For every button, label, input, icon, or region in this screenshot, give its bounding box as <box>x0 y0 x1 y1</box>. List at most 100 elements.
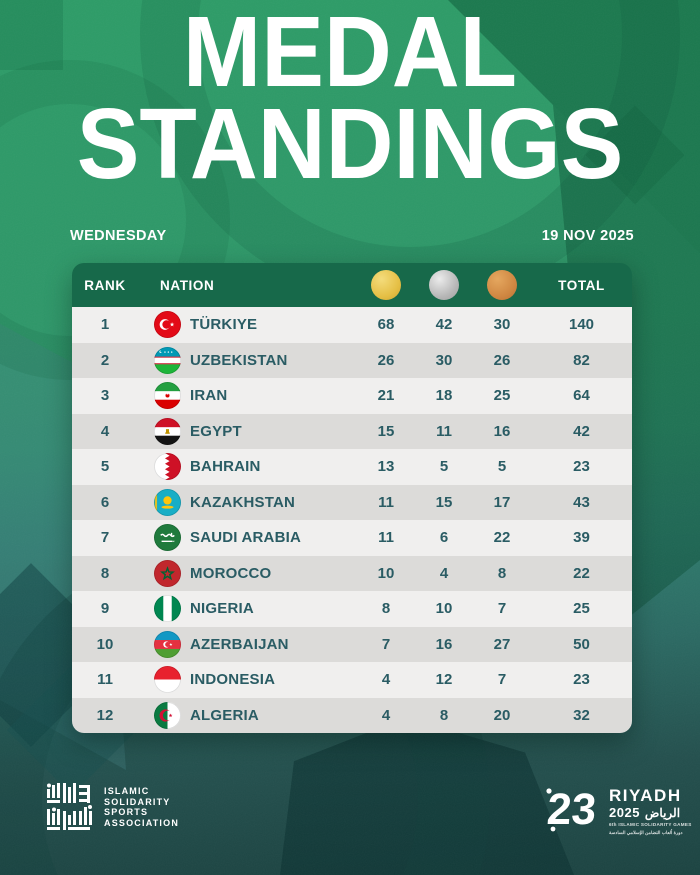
gold-medal-icon <box>371 270 401 300</box>
issa-line: SPORTS <box>104 807 149 817</box>
table-row: 11 INDONESIA 4 12 7 23 <box>72 662 632 698</box>
issa-calligraphy-logo <box>47 783 92 830</box>
silver-count: 16 <box>435 635 453 653</box>
table-row: 6 KAZAKHSTAN 11 15 17 43 <box>72 484 632 520</box>
gold-count: 21 <box>377 387 395 405</box>
bronze-count: 5 <box>497 458 507 476</box>
total-column-header: TOTAL <box>558 277 605 293</box>
rank-cell: 6 <box>100 493 110 511</box>
total-count: 23 <box>573 458 590 476</box>
rank-cell: 5 <box>100 458 110 476</box>
silver-count: 10 <box>435 600 453 618</box>
total-count: 140 <box>568 316 595 334</box>
silver-count: 11 <box>436 422 452 440</box>
gold-count: 13 <box>377 458 395 476</box>
table-row: 5 BAHRAIN 13 5 5 23 <box>72 449 632 485</box>
silver-count: 30 <box>435 351 453 369</box>
gold-count: 10 <box>377 564 395 582</box>
gold-count: 7 <box>381 635 391 653</box>
date-row: WEDNESDAY 19 NOV 2025 <box>70 228 634 244</box>
nation-cell: UZBEKISTAN <box>138 346 357 374</box>
games-caption-arabic: دورة ألعاب التضامن الإسلامي السادسة <box>609 829 683 835</box>
total-count: 25 <box>573 600 590 618</box>
issa-line: ISLAMIC <box>104 786 150 796</box>
total-count: 64 <box>573 387 590 405</box>
bronze-count: 30 <box>493 316 511 334</box>
table-row: 4 EGYPT 15 11 16 42 <box>72 413 632 449</box>
rank-column-header: RANK <box>84 277 126 293</box>
nation-cell: AZERBAIJAN <box>138 630 357 658</box>
nation-name: INDONESIA <box>190 671 276 689</box>
gold-count: 8 <box>381 600 391 618</box>
flag-kaz-icon <box>154 488 181 516</box>
nation-cell: BAHRAIN <box>138 453 357 481</box>
nation-name: BAHRAIN <box>190 458 261 476</box>
svg-text:23: 23 <box>545 785 597 833</box>
gold-count: 4 <box>381 671 391 689</box>
nation-cell: TÜRKIYE <box>138 311 357 339</box>
bronze-count: 7 <box>497 600 507 618</box>
rank-cell: 12 <box>96 706 114 724</box>
nation-name: KAZAKHSTAN <box>190 493 296 511</box>
bronze-count: 25 <box>493 387 511 405</box>
bronze-count: 8 <box>497 564 507 582</box>
flag-bhr-icon <box>154 453 181 481</box>
issa-line: ASSOCIATION <box>104 817 180 828</box>
flag-nga-icon <box>154 595 181 623</box>
page-title: MEDAL STANDINGS <box>0 2 700 200</box>
rank-cell: 2 <box>100 351 110 369</box>
flag-ksa-icon <box>154 524 181 552</box>
games-caption: 6th ISLAMIC SOLIDARITY GAMES <box>609 822 692 827</box>
table-row: 3 IRAN 21 18 25 64 <box>72 378 632 414</box>
silver-count: 18 <box>435 387 453 405</box>
nation-name: MOROCCO <box>190 564 272 582</box>
table-header: RANK NATION TOTAL <box>72 263 632 307</box>
flag-dza-icon <box>154 701 181 729</box>
total-count: 42 <box>573 422 590 440</box>
gold-count: 26 <box>377 351 395 369</box>
nation-cell: SAUDI ARABIA <box>138 524 357 552</box>
rank-cell: 7 <box>100 529 110 547</box>
riyadh-arabic-name: الرياض <box>644 806 681 820</box>
bronze-count: 17 <box>493 493 511 511</box>
nation-cell: MOROCCO <box>138 559 357 587</box>
bronze-count: 26 <box>493 351 511 369</box>
silver-count: 5 <box>439 458 449 476</box>
nation-name: SAUDI ARABIA <box>190 529 302 547</box>
flag-aze-icon <box>154 630 181 658</box>
flag-irn-icon <box>154 382 181 410</box>
nation-name: EGYPT <box>190 422 242 440</box>
table-row: 12 ALGERIA 4 8 20 32 <box>72 697 632 733</box>
total-count: 32 <box>573 706 590 724</box>
weekday-label: WEDNESDAY <box>70 228 167 244</box>
nation-cell: KAZAKHSTAN <box>138 488 357 516</box>
date-label: 19 NOV 2025 <box>541 228 634 244</box>
nation-name: UZBEKISTAN <box>190 351 288 369</box>
rank-cell: 4 <box>100 422 110 440</box>
silver-count: 4 <box>439 564 449 582</box>
silver-count: 42 <box>435 316 453 334</box>
nation-name: AZERBAIJAN <box>190 635 289 653</box>
gold-count: 11 <box>378 493 394 511</box>
rank-cell: 11 <box>97 671 113 689</box>
total-count: 22 <box>573 564 590 582</box>
title-line-2: STANDINGS <box>76 88 624 200</box>
riyadh-year: 2025 <box>609 805 640 820</box>
issa-wordmark: ISLAMIC SOLIDARITY SPORTS ASSOCIATION <box>104 786 179 828</box>
nation-cell: ALGERIA <box>138 701 357 729</box>
silver-count: 8 <box>439 706 449 724</box>
bronze-medal-icon <box>487 270 517 300</box>
gold-count: 11 <box>378 529 394 547</box>
table-row: 2 UZBEKISTAN 26 30 26 82 <box>72 342 632 378</box>
silver-count: 12 <box>435 671 453 689</box>
table-row: 9 NIGERIA 8 10 7 25 <box>72 591 632 627</box>
total-count: 43 <box>573 493 590 511</box>
nation-cell: INDONESIA <box>138 666 357 694</box>
flag-idn-icon <box>154 666 181 694</box>
medal-table: RANK NATION TOTAL 1 TÜRKIYE 68 42 30 140 2 UZ… <box>72 263 632 733</box>
issa-line: SOLIDARITY <box>104 796 171 807</box>
riyadh-23-mark: 23 <box>545 785 597 833</box>
gold-count: 68 <box>377 316 395 334</box>
table-body: 1 TÜRKIYE 68 42 30 140 2 UZBEKISTAN 26 30 26 82 3 … <box>72 307 632 733</box>
